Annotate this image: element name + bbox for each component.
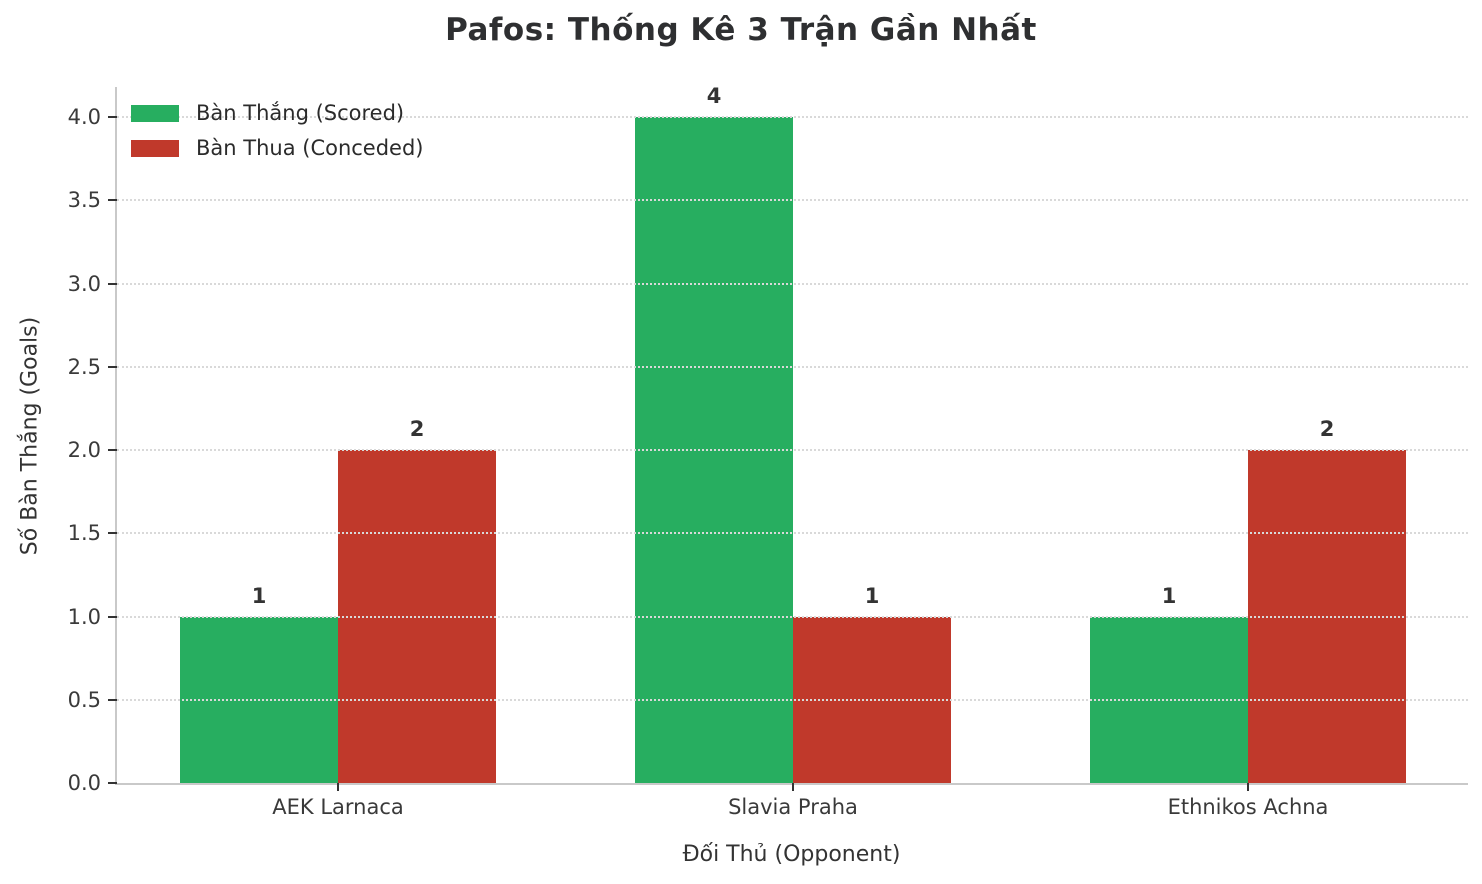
- y-tick-mark: [108, 698, 117, 701]
- gridline: [117, 615, 1468, 618]
- legend: Bàn Thắng (Scored) Bàn Thua (Conceded): [131, 101, 424, 160]
- y-tick-mark: [108, 532, 117, 535]
- gridline: [117, 365, 1468, 368]
- y-tick-label: 0.5: [67, 687, 101, 712]
- x-tick-mark: [792, 783, 794, 791]
- y-axis-title: Số Bàn Thắng (Goals): [17, 316, 43, 556]
- y-tick-label: 2.5: [67, 354, 101, 379]
- y-tick-label: 2.0: [67, 438, 101, 462]
- bar-value-label: 1: [251, 583, 267, 608]
- x-axis-title: Đối Thủ (Opponent): [682, 842, 901, 867]
- y-tick-label: 4.0: [67, 105, 101, 129]
- x-tick-label: Slavia Praha: [728, 795, 858, 819]
- legend-item-conceded: Bàn Thua (Conceded): [131, 136, 424, 160]
- x-tick-label: AEK Larnaca: [272, 795, 404, 819]
- plot-area: Bàn Thắng (Scored) Bàn Thua (Conceded) 0…: [68, 84, 1468, 819]
- y-tick-mark: [108, 615, 117, 618]
- bar-value-label: 2: [409, 417, 425, 441]
- gridline: [117, 282, 1468, 285]
- bar-value-label: 1: [864, 583, 880, 608]
- legend-swatch-conceded: [131, 139, 179, 157]
- gridline: [117, 698, 1468, 701]
- gridline: [117, 199, 1468, 202]
- y-tick-mark: [108, 282, 117, 285]
- y-tick-label: 1.5: [67, 521, 101, 546]
- y-tick-mark: [108, 365, 117, 368]
- y-tick-mark: [108, 449, 117, 451]
- y-tick-label: 0.0: [67, 771, 101, 795]
- y-tick-label: 3.5: [67, 188, 101, 213]
- y-tick-mark: [108, 782, 117, 784]
- x-tick-mark: [1247, 783, 1249, 791]
- y-tick-label: 3.0: [67, 271, 101, 296]
- gridline: [117, 116, 1468, 118]
- gridline: [117, 532, 1468, 535]
- x-tick-mark: [337, 783, 339, 791]
- bar-value-label: 1: [1161, 583, 1177, 608]
- legend-label-scored: Bàn Thắng (Scored): [196, 101, 405, 125]
- bar-value-label: 2: [1319, 417, 1335, 441]
- gridline: [117, 449, 1468, 451]
- bar-value-label: 4: [706, 84, 722, 108]
- x-tick-label: Ethnikos Achna: [1167, 795, 1329, 819]
- chart-title: Pafos: Thống Kê 3 Trận Gần Nhất: [445, 12, 1037, 48]
- y-tick-label: 1.0: [67, 604, 101, 629]
- legend-swatch-scored: [131, 104, 179, 122]
- legend-item-scored: Bàn Thắng (Scored): [131, 101, 424, 125]
- legend-label-conceded: Bàn Thua (Conceded): [196, 136, 424, 160]
- y-tick-mark: [108, 199, 117, 202]
- y-tick-mark: [108, 116, 117, 118]
